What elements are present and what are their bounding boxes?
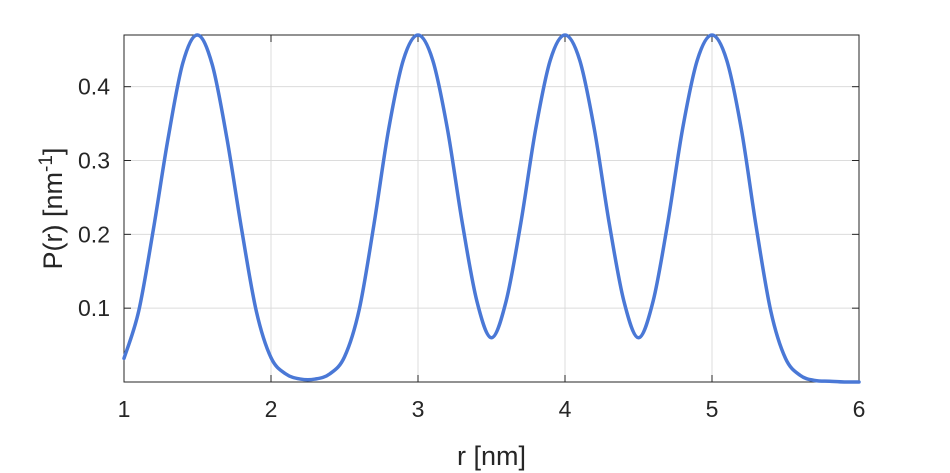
plot-area-frame [123, 34, 860, 383]
x-tick-label: 1 [118, 396, 131, 422]
y-axis-label: P(r) [nm-1] [36, 148, 68, 270]
y-axis-label-base: P(r) [nm [38, 172, 68, 270]
series-line [122, 33, 861, 384]
x-tick-label: 3 [412, 396, 425, 422]
y-tick-label: 0.3 [78, 148, 110, 174]
x-tick-label: 4 [559, 396, 572, 422]
x-tick-label: 2 [265, 396, 278, 422]
x-tick-label: 5 [706, 396, 719, 422]
x-axis-label: r [nm] [457, 441, 526, 471]
series-layer [122, 33, 861, 384]
y-tick-label: 0.4 [78, 74, 110, 100]
y-axis-label-superscript: -1 [36, 155, 57, 172]
axis-ticks: 1 2 3 4 5 6 0.1 0.2 0.3 0.4 [78, 35, 865, 422]
y-tick-label: 0.1 [78, 295, 110, 321]
x-tick-label: 6 [853, 396, 866, 422]
y-tick-label: 0.2 [78, 221, 110, 247]
y-axis-label-close: ] [38, 148, 68, 156]
grid [124, 35, 859, 382]
